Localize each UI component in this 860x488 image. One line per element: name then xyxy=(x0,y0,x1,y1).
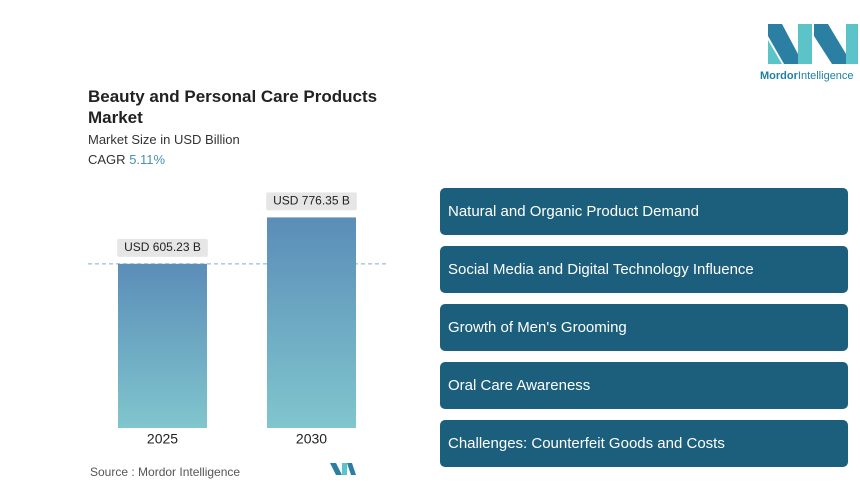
bar xyxy=(267,217,356,428)
driver-box: Social Media and Digital Technology Infl… xyxy=(440,246,848,293)
logo-brand: Mordor xyxy=(760,70,798,82)
value-label-bg xyxy=(117,238,208,257)
driver-box: Growth of Men's Grooming xyxy=(440,304,848,351)
value-label-bg xyxy=(266,192,357,211)
bar xyxy=(118,263,207,428)
cagr-value: 5.11% xyxy=(129,152,166,167)
cagr-label: CAGR xyxy=(88,152,126,167)
chart-subtitle: Market Size in USD Billion xyxy=(88,132,240,147)
chart-title: Beauty and Personal Care Products Market xyxy=(88,87,378,127)
value-label: USD 605.23 B xyxy=(124,240,201,254)
x-tick-label: 2025 xyxy=(147,431,178,447)
logo-suffix: Intelligence xyxy=(797,70,854,82)
driver-box: Natural and Organic Product Demand xyxy=(440,188,848,235)
cagr: CAGR 5.11% xyxy=(88,152,165,167)
driver-box: Oral Care Awareness xyxy=(440,362,848,409)
logo-mark xyxy=(768,24,858,64)
source-logo xyxy=(330,463,356,475)
source: Source : Mordor Intelligence xyxy=(90,465,241,479)
x-tick-label: 2030 xyxy=(296,431,327,447)
logo-text: MordorIntelligence xyxy=(760,70,854,82)
driver-box: Challenges: Counterfeit Goods and Costs xyxy=(440,420,848,467)
value-label: USD 776.35 B xyxy=(273,194,350,208)
